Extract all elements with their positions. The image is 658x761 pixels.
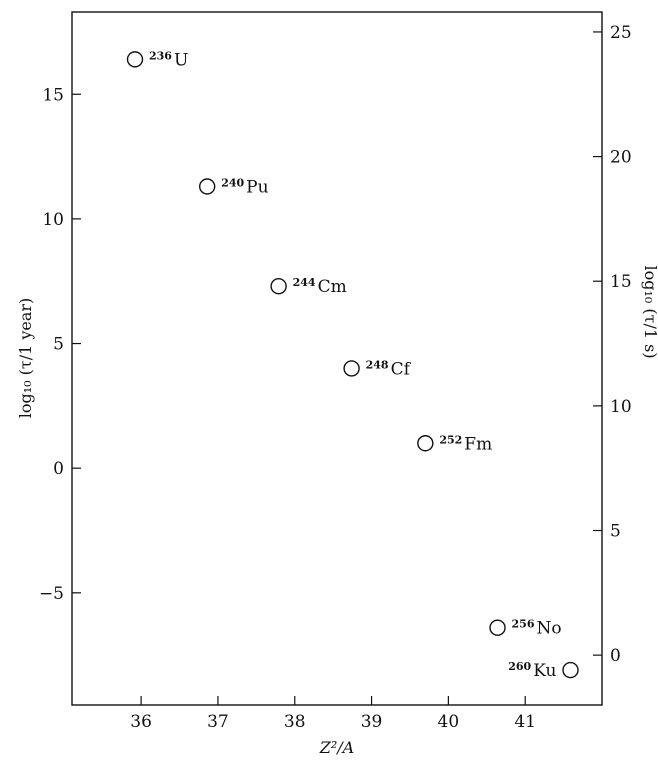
data-point	[489, 619, 506, 636]
y-tick-label: 0	[53, 459, 64, 479]
data-point	[417, 435, 434, 452]
y2-tick-label: 0	[610, 646, 621, 666]
point-label: 260 Ku	[508, 660, 556, 681]
point-label: 256 No	[512, 618, 562, 639]
y2-tick-label: 25	[610, 23, 632, 43]
x-axis-ticks: 36 37 38 39 40 41	[130, 696, 536, 732]
y-axis-left-ticks: 15 10 5 0 −5	[39, 85, 81, 604]
data-point	[343, 360, 360, 377]
data-point	[562, 661, 579, 679]
point-label: 252 Fm	[439, 433, 492, 454]
y2-tick-label: 10	[610, 397, 632, 417]
x-tick-label: 36	[130, 712, 152, 732]
y2-tick-label: 20	[610, 148, 632, 168]
point-label: 240 Pu	[221, 176, 268, 197]
y-axis-right-title: log₁₀ (τ/1 s)	[641, 265, 658, 358]
y-axis-right-ticks: 25 20 15 10 5 0	[593, 23, 632, 666]
y-tick-label: −5	[39, 584, 64, 604]
y-tick-label: 5	[53, 335, 64, 355]
data-point	[126, 51, 144, 68]
x-tick-label: 38	[284, 712, 306, 732]
y2-tick-label: 5	[610, 522, 621, 542]
x-axis-title: Z²/A	[319, 738, 354, 757]
data-point	[270, 278, 287, 295]
x-tick-label: 37	[207, 712, 229, 732]
x-tick-label: 40	[438, 712, 460, 732]
data-point	[198, 178, 216, 195]
x-tick-label: 39	[361, 712, 383, 732]
x-tick-label: 41	[514, 712, 536, 732]
point-label: 244 Cm	[293, 276, 347, 297]
data-points: 236 U 240 Pu 244 Cm 248 Cf 252 Fm 256 No 260 Ku	[126, 49, 579, 681]
y2-tick-label: 15	[610, 272, 632, 292]
point-label: 236 U	[149, 49, 188, 70]
point-label: 248 Cf	[366, 358, 412, 379]
y-tick-label: 10	[42, 210, 64, 230]
y-axis-left-title: log₁₀ (τ/1 year)	[16, 298, 35, 419]
plot-frame	[71, 11, 603, 706]
y-tick-label: 15	[42, 85, 64, 105]
